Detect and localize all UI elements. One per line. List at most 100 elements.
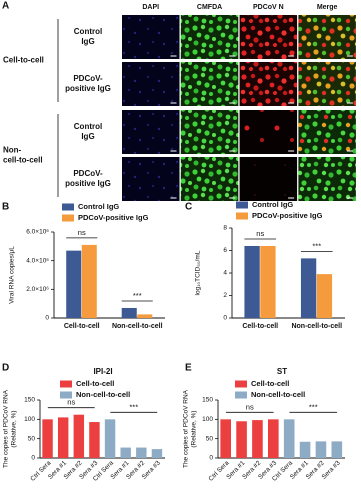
- micrograph: [239, 110, 298, 154]
- bar: [81, 244, 97, 318]
- significance-label: ns: [67, 398, 75, 407]
- y-tick-label: 8: [223, 225, 227, 232]
- x-tick-label: Sera #3: [321, 459, 342, 480]
- group-label: Cell-to-cell: [3, 56, 44, 65]
- row-label: positive IgG: [65, 84, 111, 93]
- bar: [57, 417, 69, 458]
- legend-swatch: [60, 391, 72, 399]
- y-tick-label: 6: [223, 247, 227, 254]
- legend-label: Control IgG: [78, 202, 119, 211]
- legend-label: Cell-to-cell: [76, 379, 114, 388]
- significance-label: ***: [129, 402, 138, 411]
- y-tick-label: 150: [24, 397, 35, 404]
- legend-swatch: [235, 380, 247, 388]
- panel-label: A: [2, 1, 9, 12]
- y-tick-label: 2: [223, 292, 227, 299]
- bar: [121, 307, 137, 318]
- bar: [252, 420, 263, 458]
- significance-label: ***: [312, 241, 321, 250]
- bar: [236, 421, 247, 458]
- micrograph: [180, 157, 239, 201]
- micrograph: [122, 110, 180, 154]
- y-axis-label: (Relative, %): [191, 410, 198, 447]
- significance-label: ***: [133, 291, 142, 300]
- legend-swatch: [236, 201, 248, 209]
- bar: [268, 419, 279, 458]
- micrograph: [298, 15, 356, 59]
- row-label: Control: [74, 122, 102, 131]
- bar: [244, 246, 260, 318]
- x-tick-label: Non-cell-to-cell: [112, 323, 163, 330]
- micrograph: [122, 15, 180, 59]
- legend-swatch: [60, 380, 72, 388]
- panel-label: B: [2, 202, 9, 213]
- x-tick-label: Cell-to-cell: [64, 323, 100, 330]
- significance-label: ns: [78, 228, 86, 237]
- legend-swatch: [62, 203, 74, 211]
- x-tick-label: Cell-to-cell: [242, 323, 278, 330]
- legend-label: PDCoV-positive IgG: [252, 211, 323, 220]
- y-tick-label: 0: [45, 315, 49, 322]
- row-label: Control: [74, 27, 102, 36]
- bar: [260, 246, 276, 318]
- bar: [120, 447, 131, 458]
- significance-label: ns: [256, 229, 264, 238]
- y-tick-label: 50: [206, 435, 214, 442]
- legend-swatch: [62, 214, 74, 222]
- legend-label: Non-cell-to-cell: [251, 390, 305, 399]
- row-label: PDCoV-: [73, 169, 103, 178]
- bar: [299, 441, 311, 458]
- panel-label: C: [185, 202, 192, 213]
- panel-label: E: [185, 363, 192, 374]
- y-axis-label: The copies of PDCoV RNA: [183, 389, 190, 468]
- bar: [315, 441, 327, 458]
- group-label: cell-to-cell: [3, 156, 43, 165]
- row-label: PDCoV-: [73, 74, 103, 83]
- legend-label: PDCoV-positive IgG: [78, 213, 149, 222]
- bar: [220, 419, 231, 458]
- micrograph: [180, 110, 239, 154]
- bar: [89, 422, 100, 458]
- y-tick-label: 50: [28, 435, 36, 442]
- micrograph: [122, 62, 180, 106]
- y-tick-label: 4: [223, 270, 227, 277]
- micrograph: [122, 157, 180, 201]
- y-axis-label: log₁₀TCID₅₀/mL: [195, 250, 202, 295]
- bar: [300, 258, 317, 318]
- y-tick-label: 150: [202, 397, 213, 404]
- legend-label: Cell-to-cell: [251, 379, 289, 388]
- micrograph: [180, 15, 239, 59]
- bar: [316, 274, 333, 318]
- micrograph: [298, 110, 356, 154]
- micrograph: [298, 157, 356, 201]
- y-tick-label: 2.0×10⁶: [26, 286, 49, 293]
- legend-swatch: [236, 212, 248, 220]
- y-axis-label: (Relative, %): [11, 410, 18, 447]
- bar: [283, 419, 295, 458]
- bar: [331, 441, 343, 458]
- column-header: PDCoV N: [253, 4, 284, 11]
- micrograph: [180, 62, 239, 106]
- x-tick-label: Non-cell-to-cell: [291, 323, 342, 330]
- row-label: positive IgG: [65, 179, 111, 188]
- bar: [104, 419, 116, 458]
- significance-label: ns: [246, 402, 254, 411]
- y-tick-label: 6.0×10⁶: [26, 229, 49, 236]
- bar: [151, 449, 163, 458]
- micrograph: [239, 157, 298, 201]
- bar: [73, 414, 85, 458]
- chart-title: ST: [277, 367, 287, 376]
- panel-label: D: [2, 363, 9, 374]
- chart-title: IPI-2I: [93, 367, 112, 376]
- column-header: CMFDA: [197, 4, 222, 11]
- bar: [137, 314, 153, 318]
- legend-swatch: [235, 391, 247, 399]
- y-tick-label: 0: [223, 315, 227, 322]
- row-label: IgG: [81, 37, 94, 46]
- micrograph: [239, 15, 298, 59]
- micrograph: [239, 62, 298, 106]
- bar: [42, 419, 53, 458]
- y-tick-label: 100: [24, 416, 35, 423]
- micrograph: [298, 62, 356, 106]
